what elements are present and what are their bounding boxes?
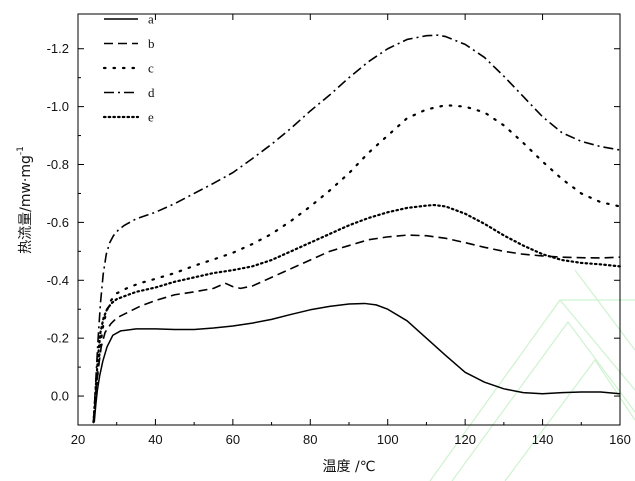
legend-label-d: d (148, 85, 155, 100)
y-tick-label: -0.4 (47, 273, 69, 288)
legend-label-a: a (148, 12, 154, 27)
legend-label-b: b (148, 36, 155, 51)
series-line-d (92, 34, 621, 423)
legend-label-c: c (148, 61, 154, 76)
x-axis-ticks: 20 40 60 80 100 120 140 160 (71, 14, 631, 447)
y-tick-label: -0.6 (47, 215, 69, 230)
x-tick-label: 160 (609, 432, 631, 447)
x-tick-label: 120 (454, 432, 476, 447)
y-tick-label: 0.0 (51, 389, 69, 404)
y-tick-label: -1.2 (47, 41, 69, 56)
y-axis-title-group: 热流量/mw·mg-1 (16, 146, 34, 254)
x-tick-label: 140 (532, 432, 554, 447)
x-tick-label: 60 (226, 432, 240, 447)
y-tick-label: -1.0 (47, 99, 69, 114)
x-tick-label: 40 (148, 432, 162, 447)
legend-label-e: e (148, 110, 154, 125)
series-line-b (92, 234, 621, 423)
y-axis-title-superscript: -1 (16, 146, 26, 155)
series-line-c (92, 104, 622, 424)
y-axis-ticks: 0.0 -0.2 -0.4 -0.6 -0.8 -1.0 -1.2 (47, 41, 620, 404)
x-axis-title: 温度 /℃ (323, 459, 376, 475)
y-axis-title: 热流量/mw·mg-1 (16, 146, 34, 254)
x-tick-label: 80 (303, 432, 317, 447)
series-line-a (93, 302, 621, 423)
x-tick-label: 100 (377, 432, 399, 447)
y-tick-label: -0.8 (47, 157, 69, 172)
y-axis-title-main: 热流量/mw·mg (18, 155, 34, 254)
x-tick-label: 20 (71, 432, 85, 447)
series-line-e (92, 203, 622, 424)
series-layer (92, 34, 622, 424)
y-tick-label: -0.2 (47, 331, 69, 346)
plot-frame (77, 13, 621, 426)
watermark-shape (429, 269, 635, 481)
